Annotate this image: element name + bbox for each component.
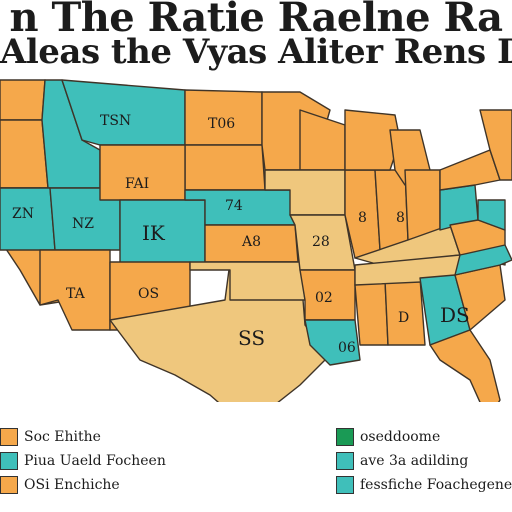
legend-swatch [336,476,354,494]
legend-label: Piua Uaeld Focheen [24,453,166,469]
legend-right-item-1: oseddoome [336,428,440,446]
label-carolina: DS [440,303,470,327]
region-oklahoma [189,261,306,301]
region-south-dakota [184,144,266,191]
legend-swatch [0,476,18,494]
legend-right-item-3: fessfiche Foachegener [336,476,512,494]
region-new-england [479,109,512,181]
legend-label: oseddoome [360,429,441,445]
label-illinois: 8 [358,210,367,226]
region-maryland [477,199,506,231]
label-arizona: TA [66,286,86,302]
legend-swatch [0,452,18,470]
legend-right: oseddoome ave 3a adilding fessfiche Foac… [336,426,512,506]
label-kansas: A8 [241,234,261,250]
label-wyoming: FAI [125,176,149,192]
legend-left: Soc Ehithe Piua Uaeld Focheen OSi Enchic… [0,426,240,506]
label-alabama: D [398,310,409,326]
region-louisiana [304,319,361,366]
legend-swatch [0,428,18,446]
legend-label: Soc Ehithe [24,429,101,445]
legend-left-item-2: Piua Uaeld Focheen [0,452,166,470]
region-north-carolina [454,244,512,276]
label-texas: SS [238,326,265,350]
region-mississippi [354,279,389,346]
legend-left-item-1: Soc Ehithe [0,428,101,446]
map-subtitle: Aleas the Vyas Aliter Rens Dar [0,32,512,72]
legend-label: ave 3a adilding [360,453,469,469]
legend-swatch [336,452,354,470]
legend-left-item-3: OSi Enchiche [0,476,120,494]
label-nebraska: 74 [225,198,243,214]
legend-label: fessfiche Foachegener [360,477,512,493]
label-oklahoma: 28 [312,234,330,250]
region-washington [0,79,46,121]
label-arkansas: 02 [315,290,333,306]
region-florida [429,329,501,402]
region-arizona [39,249,111,331]
region-oregon [0,119,49,189]
label-new-mexico: OS [138,286,159,302]
map-title: n The Ratie Raelne Ra [9,0,503,41]
label-colorado: IK [142,221,166,245]
label-louisiana: 06 [338,340,356,356]
legend-right-item-2: ave 3a adilding [336,452,468,470]
label-north-teal: TSN [100,113,131,129]
label-utah: NZ [72,216,94,232]
label-indiana: 8 [396,210,405,226]
label-north-orange: T06 [208,116,235,132]
legend-swatch [336,428,354,446]
legend-label: OSi Enchiche [24,477,120,493]
region-new-york [439,149,501,191]
label-nevada: ZN [12,206,34,222]
region-ohio [404,169,441,241]
us-map: TSN T06 FAI ZN NZ IK 74 A8 28 TA OS SS 0… [0,79,512,402]
region-michigan [344,109,401,171]
region-wisconsin [299,109,346,171]
